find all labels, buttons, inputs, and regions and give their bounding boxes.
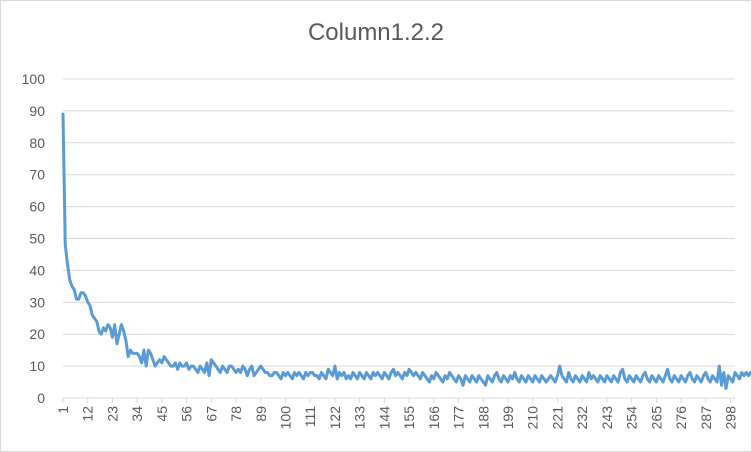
x-tick-label: 177 [451,406,467,430]
x-tick-label: 89 [253,406,269,422]
y-tick-label: 30 [29,294,45,310]
x-tick-label: 188 [475,406,491,430]
x-tick-label: 133 [352,406,368,430]
series-group [61,112,751,390]
x-tick-label: 56 [179,406,195,422]
x-tick-label: 122 [327,406,343,430]
x-axis: 1 12 23 34 45 56 67 78 89 100 111 122 133 144 155 166 17… [55,398,739,429]
y-tick-label: 0 [37,390,45,406]
x-tick-label: 111 [302,406,318,427]
x-tick-label: 254 [624,406,640,430]
chart-title: Column1.2.2 [307,19,445,46]
y-tick-label: 70 [29,167,45,183]
x-tick-label: 1 [55,406,71,414]
y-tick-label: 100 [22,71,46,87]
y-tick-label: 50 [29,231,45,247]
y-tick-label: 80 [29,135,45,151]
x-tick-label: 232 [574,406,590,430]
x-tick-label: 12 [80,406,96,422]
y-tick-label: 10 [29,358,45,374]
x-tick-label: 78 [228,406,244,422]
y-tick-label: 60 [29,199,45,215]
x-tick-label: 100 [278,406,294,430]
x-tick-label: 155 [401,406,417,430]
y-tick-label: 20 [29,326,45,342]
y-tick-label: 40 [29,262,45,278]
x-tick-label: 23 [104,406,120,422]
x-tick-label: 199 [500,406,516,430]
y-tick-label: 90 [29,103,45,119]
series-line [61,112,751,390]
x-tick-label: 265 [648,406,664,430]
x-tick-label: 210 [525,406,541,430]
x-tick-label: 276 [673,406,689,430]
x-tick-label: 144 [376,406,392,430]
x-tick-label: 67 [203,406,219,422]
x-tick-label: 45 [154,406,170,422]
y-axis: 0 10 20 30 40 50 60 70 80 90 100 [22,71,46,406]
x-tick-label: 243 [599,406,615,430]
x-tick-label: 34 [129,406,145,422]
x-tick-label: 221 [549,406,565,430]
x-tick-label: 166 [426,406,442,430]
gridlines [63,78,735,399]
x-tick-label: 298 [723,406,739,430]
x-tick-label: 287 [698,406,714,430]
